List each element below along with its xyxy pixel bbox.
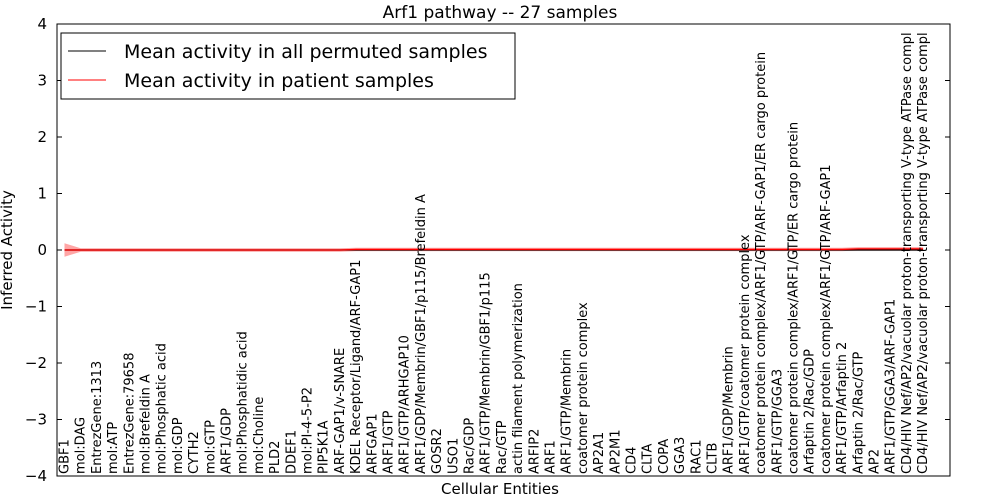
x-tick-label: RAC1 [689, 439, 704, 474]
x-tick-label: ARF1/GTP/Arfaptin 2 [835, 342, 850, 474]
x-tick-label: actin filament polymerization [511, 283, 526, 474]
x-tick-label: ARF1/GDP/Membrin/GBF1/p115/Brefeldin A [414, 194, 429, 474]
x-tick-label: AP2M1 [608, 430, 623, 475]
x-tick-label: ARF1/GDP/Membrin [722, 346, 737, 474]
legend-label-patient: Mean activity in patient samples [124, 70, 434, 92]
x-tick-label: GBF1 [58, 439, 73, 474]
x-tick-label: CD4/HIV Nef/AP2/vacuolar proton-transpor… [900, 32, 915, 474]
x-tick-label: USO1 [446, 438, 461, 474]
x-tick-label: coatomer protein complex [576, 302, 591, 474]
axes-frame [56, 23, 951, 477]
x-tick-label: AP2 [868, 449, 883, 474]
y-tick-label: −1 [25, 298, 47, 316]
x-tick-label: ARF1/GTP/Membrin/GBF1/p115 [479, 272, 494, 474]
x-tick-label: ARF1/GTP/ARHGAP10 [398, 335, 413, 474]
y-tick-label: 2 [37, 128, 47, 146]
y-tick-label: 3 [37, 72, 47, 90]
x-axis-label: Cellular Entities [441, 480, 559, 498]
x-tick-label: Rac/GTP [495, 420, 510, 474]
x-tick-label: COPA [657, 439, 672, 474]
x-tick-label: GOSR2 [430, 428, 445, 474]
x-tick-label: CYTH2 [187, 431, 202, 474]
y-tick-label: 4 [37, 15, 47, 33]
x-tick-label: mol:PI-4-5-P2 [301, 387, 316, 474]
x-tick-label: mol:Choline [252, 397, 267, 474]
x-tick-label: ARF1/GTP/Membrin [560, 349, 575, 474]
x-tick-label: mol:Phosphatidic acid [236, 331, 251, 474]
x-tick-label: Rac/GDP [463, 418, 478, 474]
x-tick-label: PIP5K1A [317, 420, 332, 474]
y-tick-label: −2 [25, 354, 47, 372]
x-tick-label: mol:DAG [74, 417, 89, 474]
x-tick-label: CD4 [625, 447, 640, 474]
x-tick-label: ARFIP2 [527, 429, 542, 474]
x-tick-label: EntrezGene:79658 [122, 353, 137, 474]
x-tick-label: ARF1/GTP/coatomer protein complex [738, 234, 753, 474]
x-tick-label: mol:Phosphatic acid [155, 343, 170, 474]
x-tick-label: AP2A1 [592, 432, 607, 474]
y-tick-label: −3 [25, 411, 47, 429]
chart-title: Arf1 pathway -- 27 samples [383, 3, 618, 23]
y-tick-label: −4 [25, 467, 47, 485]
legend-box [60, 32, 516, 100]
x-tick-label: PLD2 [268, 441, 283, 474]
x-tick-label: ARF1/GTP [382, 410, 397, 474]
x-tick-label: mol:GTP [203, 420, 218, 474]
x-tick-label: Arfaptin 2/Rac/GDP [803, 349, 818, 474]
x-tick-label: ARFGAP1 [365, 414, 380, 474]
x-tick-label: GGA3 [673, 437, 688, 474]
x-tick-label: CLTB [706, 443, 721, 474]
y-tick-label: 1 [37, 185, 47, 203]
x-tick-label: mol:ATP [106, 422, 121, 474]
x-tick-label: CLTA [641, 444, 656, 474]
x-tick-label: mol:GDP [171, 417, 186, 474]
x-tick-label: Arfaptin 2/Rac/GTP [851, 351, 866, 474]
x-tick-label: ARF1/GTP/GGA3/ARF-GAP1 [884, 299, 899, 474]
y-tick-label: 0 [37, 241, 47, 259]
x-tick-label: coatomer protein complex/ARF1/GTP/ARF-GA… [754, 52, 769, 474]
x-tick-label: ARF1/GDP [220, 408, 235, 474]
patient-series-line [64, 248, 924, 251]
series-lines [64, 248, 924, 251]
y-axis-label: Inferred Activity [0, 190, 16, 310]
x-tick-label: ARF1 [544, 440, 559, 474]
legend-label-permuted: Mean activity in all permuted samples [124, 41, 487, 63]
y-axis: −4 −3 −2 −1 0 1 2 3 4 [25, 15, 950, 485]
x-tick-label: ARF-GAP1/v-SNARE [333, 348, 348, 474]
legend: Mean activity in all permuted samples Me… [60, 32, 516, 100]
x-tick-labels: GBF1 mol:DAG EntrezGene:1313 mol:ATP EntrezG… [58, 32, 932, 474]
x-tick-label: CD4/HIV Nef/AP2/vacuolar proton-transpor… [916, 32, 931, 474]
x-tick-label: mol:Brefeldin A [139, 374, 154, 474]
x-tick-label: coatomer protein complex/ARF1/GTP/ARF-GA… [819, 164, 834, 474]
x-tick-label: ARF1/GTP/GGA3 [770, 369, 785, 474]
x-tick-label: coatomer protein complex/ARF1/GTP/ER car… [787, 122, 802, 474]
x-tick-label: DDEF1 [284, 430, 299, 474]
x-tick-label: EntrezGene:1313 [90, 361, 105, 474]
x-tick-label: KDEL Receptor/Ligand/ARF-GAP1 [349, 260, 364, 474]
